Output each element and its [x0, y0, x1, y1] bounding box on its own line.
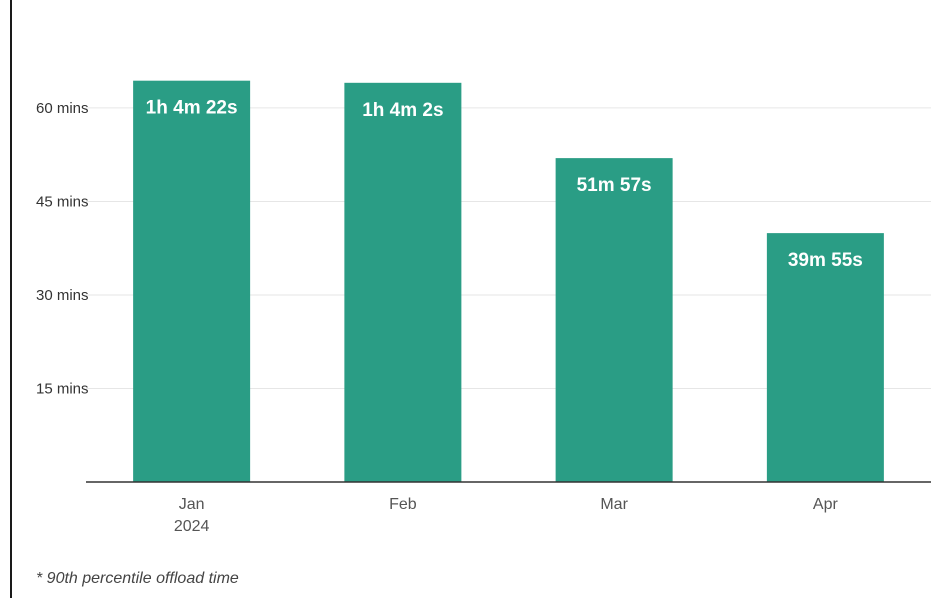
- y-tick-label: 15 mins: [36, 380, 89, 397]
- bar-apr: [766, 233, 884, 482]
- y-tick-label: 60 mins: [36, 100, 89, 117]
- left-border: [10, 0, 12, 598]
- bar-mar: [555, 158, 673, 482]
- y-tick-label: 45 mins: [36, 193, 89, 210]
- x-tick-label: Mar: [600, 496, 628, 513]
- data-label: 1h 4m 22s: [146, 98, 238, 119]
- data-label: 39m 55s: [788, 250, 863, 271]
- bars: [133, 80, 884, 483]
- x-tick-label: Feb: [389, 496, 417, 513]
- x-axis-ticks: Jan 2024 Feb Mar Apr: [174, 496, 839, 535]
- y-tick-label: 30 mins: [36, 287, 89, 304]
- data-label: 51m 57s: [577, 175, 652, 196]
- x-tick-label: Jan: [179, 496, 205, 513]
- bar-jan: [133, 80, 251, 483]
- footnote: * 90th percentile offload time: [36, 570, 239, 587]
- bar-feb: [344, 82, 462, 483]
- y-axis-ticks: 15 mins 30 mins 45 mins 60 mins: [36, 100, 89, 398]
- x-tick-label: Apr: [813, 496, 839, 513]
- data-labels: 1h 4m 22s 1h 4m 2s 51m 57s 39m 55s: [146, 98, 863, 271]
- data-label: 1h 4m 2s: [362, 100, 443, 121]
- x-tick-sublabel: 2024: [174, 518, 210, 535]
